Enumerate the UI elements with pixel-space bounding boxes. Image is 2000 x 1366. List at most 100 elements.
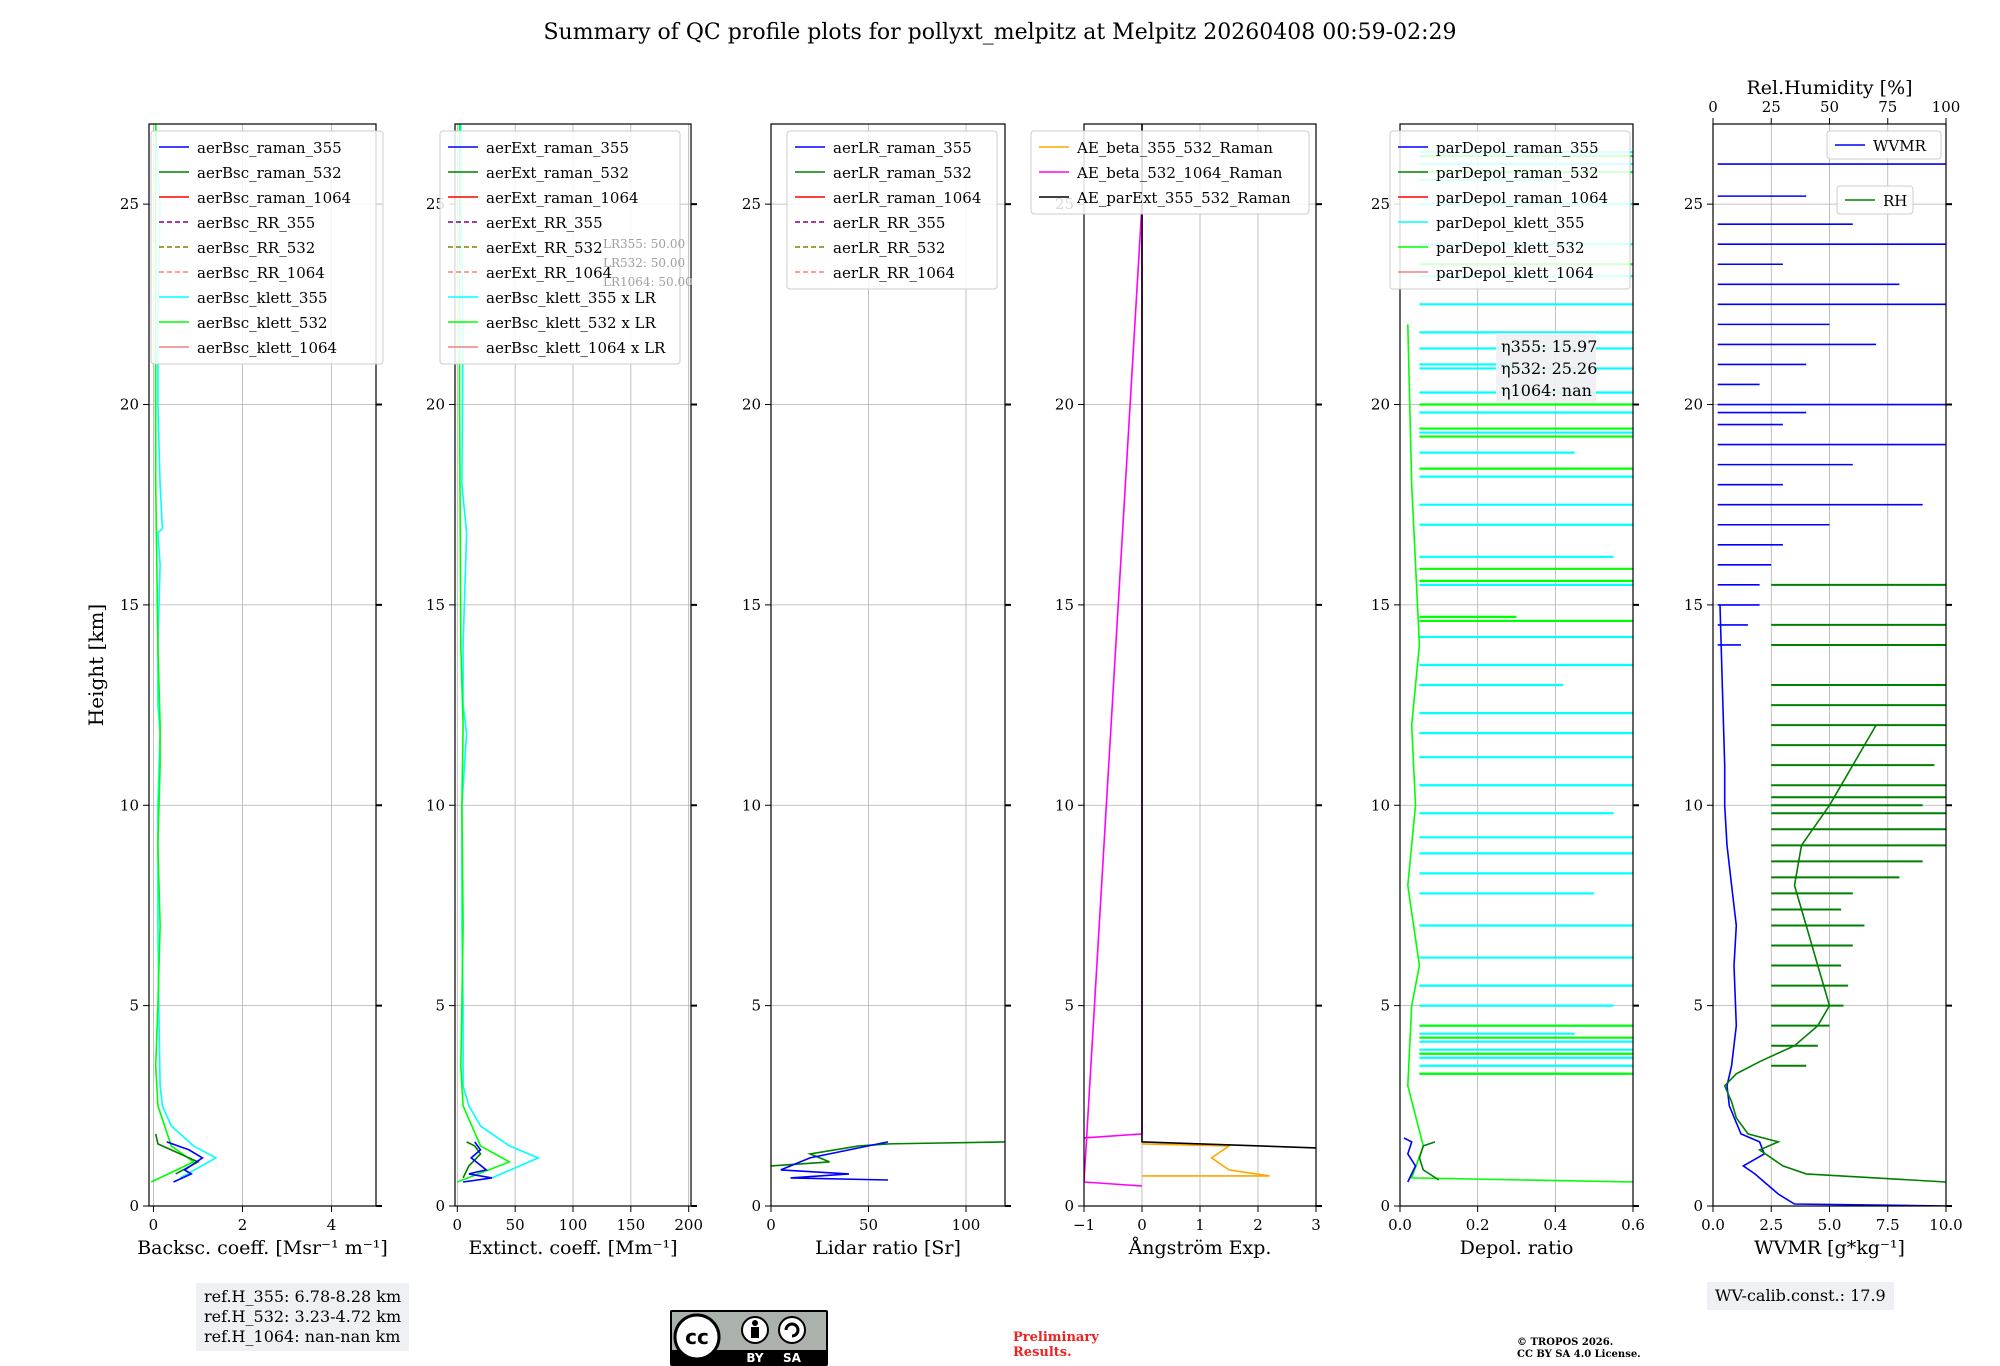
legend-label: aerLR_RR_532 [833, 239, 945, 257]
legend-label: aerBsc_klett_355 [197, 289, 328, 307]
x-tick-label: 0.4 [1543, 1216, 1567, 1234]
y-tick-label: 15 [742, 596, 761, 614]
y-tick-label: 0 [1380, 1197, 1390, 1215]
legend-frame [1389, 130, 1631, 290]
x-axis-label: Backsc. coeff. [Msr⁻¹ m⁻¹] [137, 1237, 388, 1259]
x-tick-label: 3 [1311, 1216, 1321, 1234]
axes-frame [1399, 123, 1634, 1207]
x-tick-label: 200 [674, 1216, 703, 1234]
legend-ae: AE_beta_355_532_Raman AE_beta_532_1064_Ra… [1030, 130, 1310, 215]
legend-label: aerExt_RR_355 [486, 214, 603, 232]
x-axis-label: Ångström Exp. [1128, 1237, 1272, 1259]
panel-depol: 0.0 0.2 0.4 0.6 0 5 10 15 20 25 Depol. ratio parDep… [1371, 123, 1645, 1259]
y-tick-label: 5 [129, 997, 139, 1015]
x-axis-label: Lidar ratio [Sr] [815, 1237, 961, 1259]
x-tick-label: 0.6 [1621, 1216, 1645, 1234]
y-tick-label: 0 [751, 1197, 761, 1215]
x-tick-label: 50 [859, 1216, 878, 1234]
series-line-aerExt_raman_355 [462, 1141, 493, 1183]
lr-annotation: LR1064: 50.00 [603, 275, 693, 289]
series-line-aerLR_raman_355 [780, 1141, 889, 1181]
y-tick-label: 15 [1684, 596, 1703, 614]
legend-label: aerExt_RR_532 [486, 239, 603, 257]
copyright-line-2: CC BY SA 4.0 License. [1517, 1349, 1641, 1360]
legend-bsc: aerBsc_raman_355 aerBsc_raman_532 aerBsc_r… [150, 130, 384, 365]
plot-area [1403, 150, 1633, 1183]
plot-area [150, 124, 218, 1183]
series-line-AE_beta_355_532_Raman [1141, 1143, 1270, 1177]
axes-frame [148, 123, 377, 1207]
panel-ae: −101230510152025Ångström Exp.AE_beta_355… [1030, 123, 1322, 1259]
y-axis-label: Height [km] [84, 604, 108, 726]
cc-license-badge: cc BY SA [670, 1310, 828, 1366]
series-line-parDepol_raman_532 [1418, 1141, 1440, 1181]
svg-text:cc: cc [685, 1325, 709, 1349]
x-tick-label: 7.5 [1876, 1216, 1900, 1234]
legend-label: parDepol_raman_355 [1436, 139, 1599, 157]
legend-label: AE_beta_355_532_Raman [1076, 139, 1273, 157]
legend-label: parDepol_raman_532 [1436, 164, 1599, 182]
legend-label: AE_parExt_355_532_Raman [1076, 189, 1291, 207]
x-tick-label: −1 [1073, 1216, 1095, 1234]
legend-label: aerLR_raman_355 [833, 139, 972, 157]
legend-label: aerBsc_klett_1064 [197, 339, 337, 357]
legend-label: aerBsc_klett_532 x LR [486, 314, 657, 332]
eta-annotation: η1064: nan [1501, 381, 1592, 400]
ref-height-1064: ref.H_1064: nan-nan km [204, 1327, 401, 1346]
legend-label: aerLR_RR_355 [833, 214, 945, 232]
y-tick-label: 10 [426, 796, 445, 814]
legend-depol: parDepol_raman_355 parDepol_raman_532 parD… [1389, 130, 1631, 290]
y-tick-label: 0 [129, 1197, 139, 1215]
series-line-AE_beta_532_1064_Raman [1084, 204, 1143, 1187]
copyright-line-1: © TROPOS 2026. [1517, 1337, 1614, 1348]
y-tick-label: 5 [435, 997, 445, 1015]
y-tick-label: 10 [120, 796, 139, 814]
eta-box [1496, 333, 1596, 403]
legend-label: aerBsc_klett_1064 x LR [486, 339, 666, 357]
top-x-tick-label: 0 [1708, 98, 1718, 116]
y-tick-label: 10 [1055, 796, 1074, 814]
legend-label: aerBsc_raman_355 [197, 139, 342, 157]
series-line-aerExt_raman_532 [462, 1141, 482, 1179]
legend-label: aerExt_raman_1064 [486, 189, 639, 207]
legend-label: aerBsc_RR_1064 [197, 264, 325, 282]
cc-sa-text: SA [783, 1351, 802, 1365]
legend-frame [150, 130, 384, 365]
legend-frame [786, 130, 998, 290]
y-tick-label: 5 [751, 997, 761, 1015]
x-tick-label: 5.0 [1818, 1216, 1842, 1234]
y-tick-label: 15 [1055, 596, 1074, 614]
series-line-aerLR_raman_532 [771, 1141, 1005, 1167]
x-axis-label: WVMR [g*kg⁻¹] [1754, 1237, 1905, 1259]
y-tick-label: 25 [1371, 195, 1390, 213]
top-x-tick-label: 75 [1878, 98, 1897, 116]
y-tick-label: 10 [1684, 796, 1703, 814]
legend-WVMR: WVMR [1826, 130, 1942, 160]
legend-label: parDepol_klett_355 [1436, 214, 1585, 232]
legend-frame [1826, 130, 1942, 160]
eta-annotation: η355: 15.97 [1501, 337, 1597, 356]
y-tick-label: 15 [426, 596, 445, 614]
y-tick-label: 20 [1055, 396, 1074, 414]
legend-label: AE_beta_532_1064_Raman [1076, 164, 1283, 182]
x-axis-label: Depol. ratio [1460, 1237, 1574, 1259]
legend-frame [439, 130, 681, 365]
wv-calib-constant: WV-calib.const.: 17.9 [1715, 1286, 1886, 1305]
legend-label: aerBsc_klett_355 x LR [486, 289, 657, 307]
y-tick-label: 20 [426, 396, 445, 414]
lr-annotation: LR532: 50.00 [603, 256, 685, 270]
series-line-aerBsc_klett_532 x LR [457, 124, 512, 1183]
series-line-AE_parExt_355_532_Raman [1141, 124, 1316, 1149]
legend-label: parDepol_klett_532 [1436, 239, 1585, 257]
cc-by-text: BY [746, 1351, 763, 1365]
y-tick-label: 10 [742, 796, 761, 814]
legend-label: aerExt_raman_532 [486, 164, 629, 182]
lr-annotation: LR355: 50.00 [603, 237, 685, 251]
x-tick-label: 1 [1195, 1216, 1205, 1234]
x-tick-label: 50 [506, 1216, 525, 1234]
y-tick-label: 20 [742, 396, 761, 414]
plot-area [771, 1141, 1005, 1181]
x-tick-label: 0.2 [1466, 1216, 1490, 1234]
legend-RH: RH [1836, 185, 1914, 215]
